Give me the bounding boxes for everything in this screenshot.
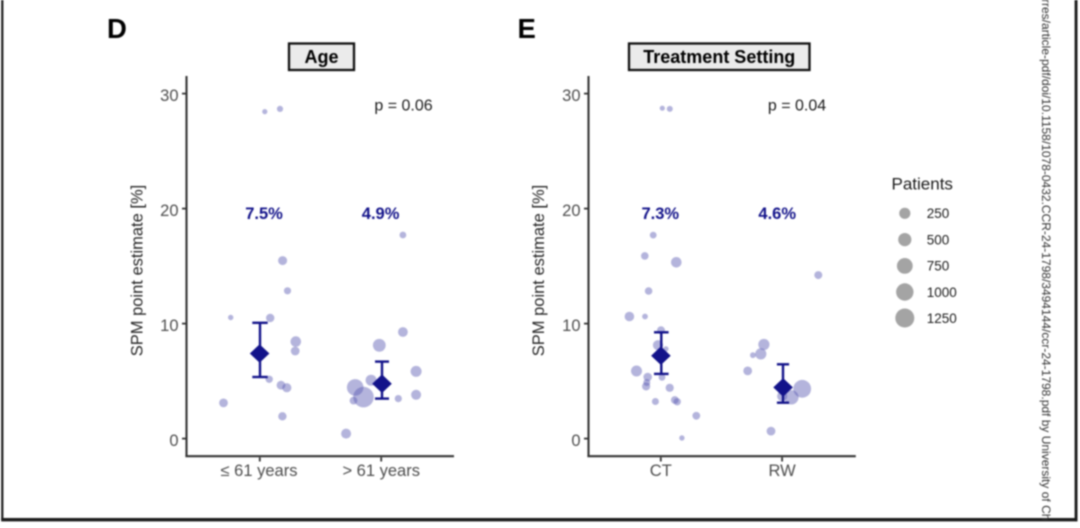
svg-text:30: 30 <box>562 87 580 105</box>
svg-text:0: 0 <box>169 432 178 450</box>
svg-text:RW: RW <box>768 462 796 480</box>
svg-text:1250: 1250 <box>927 311 957 326</box>
svg-text:30: 30 <box>160 87 178 105</box>
svg-text:4.6%: 4.6% <box>758 205 796 223</box>
svg-text:≤ 61 years: ≤ 61 years <box>221 462 298 480</box>
svg-text:0: 0 <box>571 432 580 450</box>
svg-text:10: 10 <box>160 317 178 335</box>
svg-text:Treatment Setting: Treatment Setting <box>643 47 795 67</box>
svg-text:D: D <box>107 13 127 44</box>
svg-text:250: 250 <box>927 206 950 221</box>
svg-text:10: 10 <box>562 317 580 335</box>
svg-text:7.5%: 7.5% <box>245 205 283 223</box>
svg-text:7.3%: 7.3% <box>641 205 679 223</box>
svg-text:p = 0.06: p = 0.06 <box>374 98 432 115</box>
svg-text:SPM point estimate [%]: SPM point estimate [%] <box>129 185 147 356</box>
svg-text:CT: CT <box>650 462 672 480</box>
svg-text:p = 0.04: p = 0.04 <box>768 98 826 115</box>
svg-text:750: 750 <box>927 259 950 274</box>
svg-text:20: 20 <box>562 202 580 220</box>
svg-text:500: 500 <box>927 232 950 247</box>
svg-text:SPM point estimate [%]: SPM point estimate [%] <box>530 185 548 357</box>
svg-text:Age: Age <box>304 47 338 67</box>
svg-text:> 61 years: > 61 years <box>342 462 420 480</box>
svg-text:20: 20 <box>160 202 178 220</box>
svg-text:4.9%: 4.9% <box>362 205 400 223</box>
svg-text:E: E <box>518 13 536 44</box>
svg-text:1000: 1000 <box>927 285 957 300</box>
svg-text:Patients: Patients <box>892 175 953 194</box>
svg-text:rres/article-pdf/doi/10.1158/1: rres/article-pdf/doi/10.1158/1078-0432.C… <box>1039 0 1053 520</box>
